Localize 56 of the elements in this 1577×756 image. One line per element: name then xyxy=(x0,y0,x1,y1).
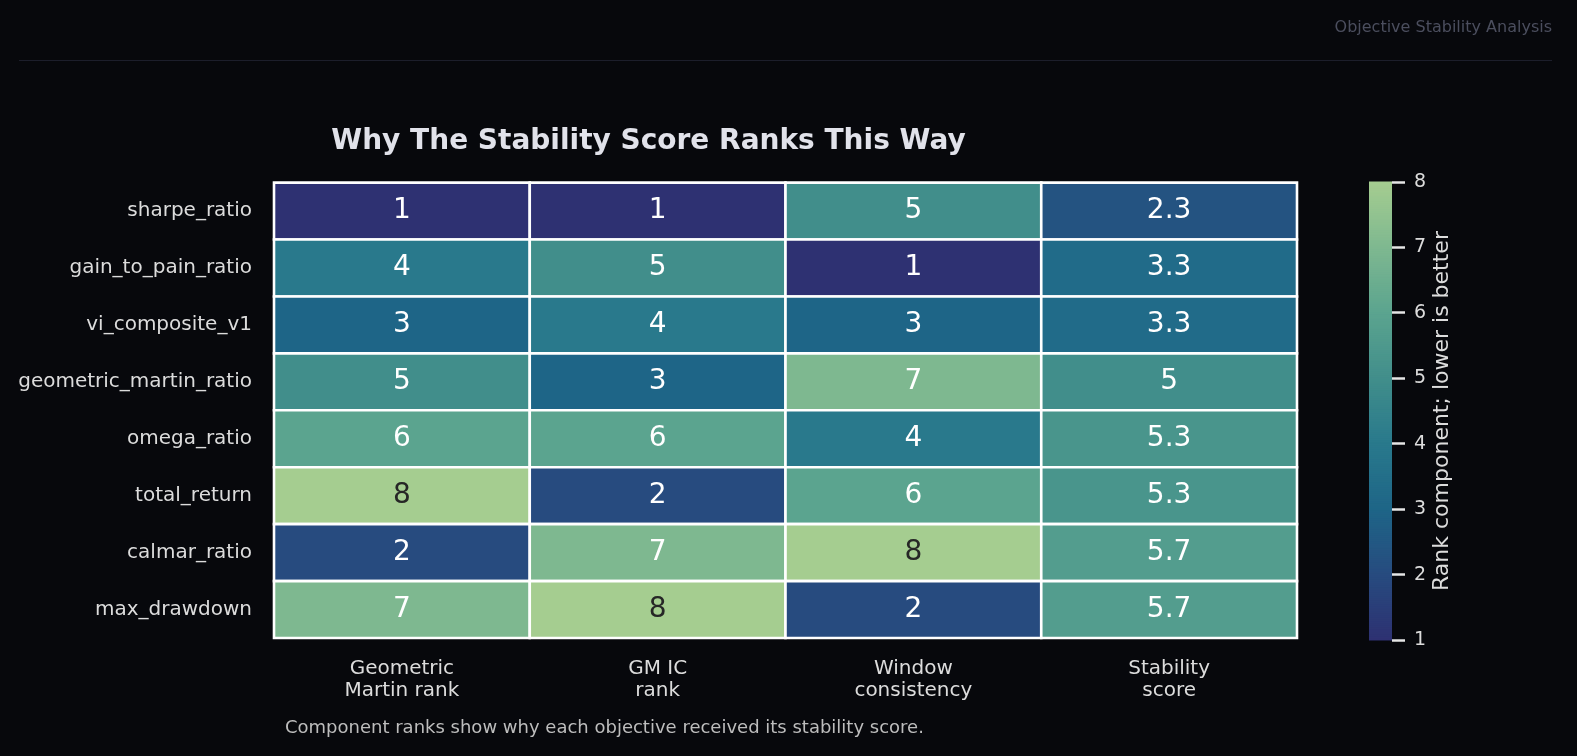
data-label: 5 xyxy=(392,363,411,397)
data-label: 8 xyxy=(904,533,923,567)
data-label: 5.3 xyxy=(1146,420,1192,454)
data-label: 5 xyxy=(1160,363,1179,397)
data-label: 3 xyxy=(392,306,411,340)
x-tick-label: Stability score xyxy=(1128,655,1211,702)
data-label: 3.3 xyxy=(1146,306,1192,340)
data-label: 2 xyxy=(648,476,667,510)
data-label: 4 xyxy=(904,420,923,454)
data-label: 4 xyxy=(392,249,411,283)
data-label: 6 xyxy=(904,476,923,510)
color-bar-label: 4 xyxy=(1414,430,1427,453)
data-label: 5.7 xyxy=(1146,533,1192,567)
y-tick-label: geometric_martin_ratio xyxy=(18,368,252,393)
color-bar-label: 3 xyxy=(1414,496,1427,519)
data-label: 2 xyxy=(904,590,923,624)
data-label: 7 xyxy=(904,363,923,397)
text: Objective Stability Analysis xyxy=(1334,17,1552,36)
color-bar-label: 2 xyxy=(1414,561,1427,584)
y-tick-label: sharpe_ratio xyxy=(127,197,252,222)
data-label: 1 xyxy=(392,192,411,226)
x-tick-label: Geometric Martin rank xyxy=(344,655,460,702)
color-bar-label: 8 xyxy=(1414,168,1427,191)
y-tick-label: omega_ratio xyxy=(126,424,252,449)
data-label: 3 xyxy=(904,306,923,340)
y-tick-label: total_return xyxy=(135,481,252,506)
text: Component ranks show why each objective received its stability score. xyxy=(285,716,924,737)
data-label: 3.3 xyxy=(1146,249,1192,283)
data-label: 2 xyxy=(392,533,411,567)
x-tick-label: Window consistency xyxy=(854,655,973,702)
data-label: 5 xyxy=(648,249,667,283)
data-label: 7 xyxy=(392,590,411,624)
color-bar-label: 5 xyxy=(1414,365,1427,388)
color-bar-label: 7 xyxy=(1414,234,1427,257)
y-tick-label: gain_to_pain_ratio xyxy=(69,254,252,279)
data-label: 1 xyxy=(648,192,667,226)
data-label: 1 xyxy=(904,249,923,283)
y-tick-label: calmar_ratio xyxy=(127,538,252,563)
data-label: 2.3 xyxy=(1146,192,1192,226)
y-tick-label: vi_composite_v1 xyxy=(86,311,252,336)
data-label: 5.3 xyxy=(1146,476,1192,510)
chart-title: Why The Stability Score Ranks This Way xyxy=(331,123,966,157)
data-label: 3 xyxy=(648,363,667,397)
data-label: 8 xyxy=(392,476,411,510)
data-label: 5 xyxy=(904,192,923,226)
x-tick-label: GM IC rank xyxy=(628,655,688,702)
data-label: 6 xyxy=(648,420,667,454)
data-label: 6 xyxy=(392,420,411,454)
color-bar-title: Rank component; lower is better xyxy=(1427,230,1453,591)
data-label: 7 xyxy=(648,533,667,567)
color-bar-label: 6 xyxy=(1414,299,1427,322)
data-label: 8 xyxy=(648,590,667,624)
color-bar-label: 1 xyxy=(1414,626,1427,649)
data-label: 4 xyxy=(648,306,667,340)
data-label: 5.7 xyxy=(1146,590,1192,624)
y-tick-label: max_drawdown xyxy=(94,595,252,620)
